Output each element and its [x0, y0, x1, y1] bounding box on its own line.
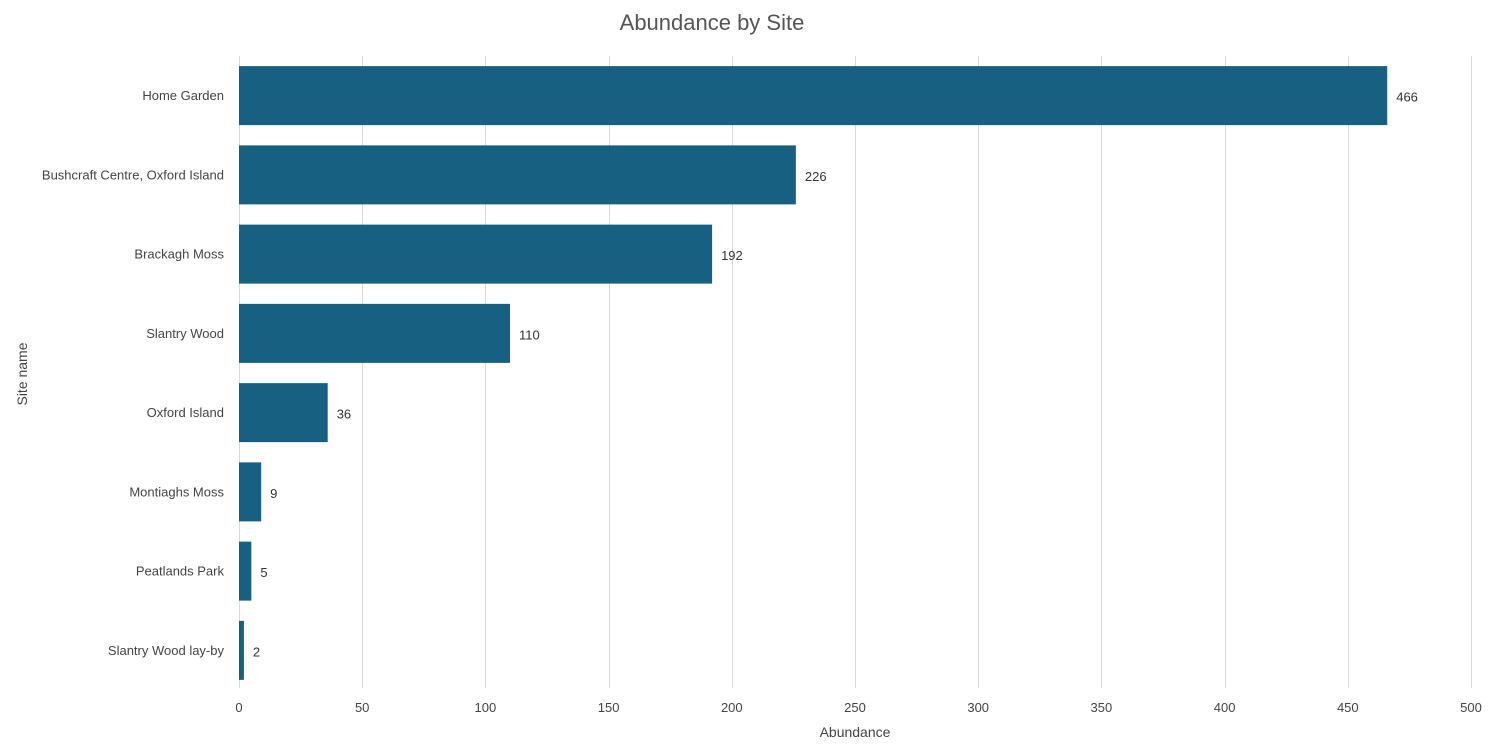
x-tick-label: 350: [1091, 700, 1113, 715]
bar: [239, 224, 713, 284]
x-tick-label: 50: [355, 700, 369, 715]
data-label: 466: [1396, 90, 1418, 105]
bar: [239, 541, 252, 601]
x-axis-title: Abundance: [819, 724, 891, 740]
bar: [239, 145, 796, 205]
bar: [239, 462, 262, 522]
x-tick-label: 100: [475, 700, 497, 715]
y-tick-label: Peatlands Park: [136, 564, 225, 579]
x-tick-label: 250: [844, 700, 866, 715]
x-tick-label: 200: [721, 700, 743, 715]
bar: [239, 383, 328, 443]
y-axis-title: Site name: [14, 342, 30, 406]
chart-title: Abundance by Site: [619, 10, 805, 35]
data-label: 226: [805, 169, 827, 184]
x-tick-label: 400: [1214, 700, 1236, 715]
y-tick-label: Bushcraft Centre, Oxford Island: [42, 167, 224, 182]
y-tick-label: Montiaghs Moss: [129, 484, 224, 499]
y-tick-label: Slantry Wood lay-by: [108, 643, 225, 658]
y-tick-label: Home Garden: [142, 88, 224, 103]
x-tick-label: 500: [1460, 700, 1482, 715]
data-label: 192: [721, 248, 743, 263]
y-tick-label: Oxford Island: [147, 405, 224, 420]
data-label: 9: [270, 486, 277, 501]
bar: [239, 303, 511, 363]
y-tick-label: Slantry Wood: [146, 326, 224, 341]
data-label: 5: [260, 565, 267, 580]
bar-layer: [239, 66, 1388, 680]
x-tick-label: 0: [235, 700, 242, 715]
data-label: 36: [337, 407, 351, 422]
label-layer: 0 50 100 150 200 250 300 350 400 450 500 Home Garde…: [42, 88, 1482, 715]
x-tick-label: 300: [967, 700, 989, 715]
bar: [239, 620, 244, 680]
data-label: 2: [253, 644, 260, 659]
data-label: 110: [519, 327, 540, 342]
y-tick-label: Brackagh Moss: [134, 247, 224, 262]
bar: [239, 66, 1388, 126]
x-tick-label: 150: [598, 700, 620, 715]
x-tick-label: 450: [1337, 700, 1359, 715]
